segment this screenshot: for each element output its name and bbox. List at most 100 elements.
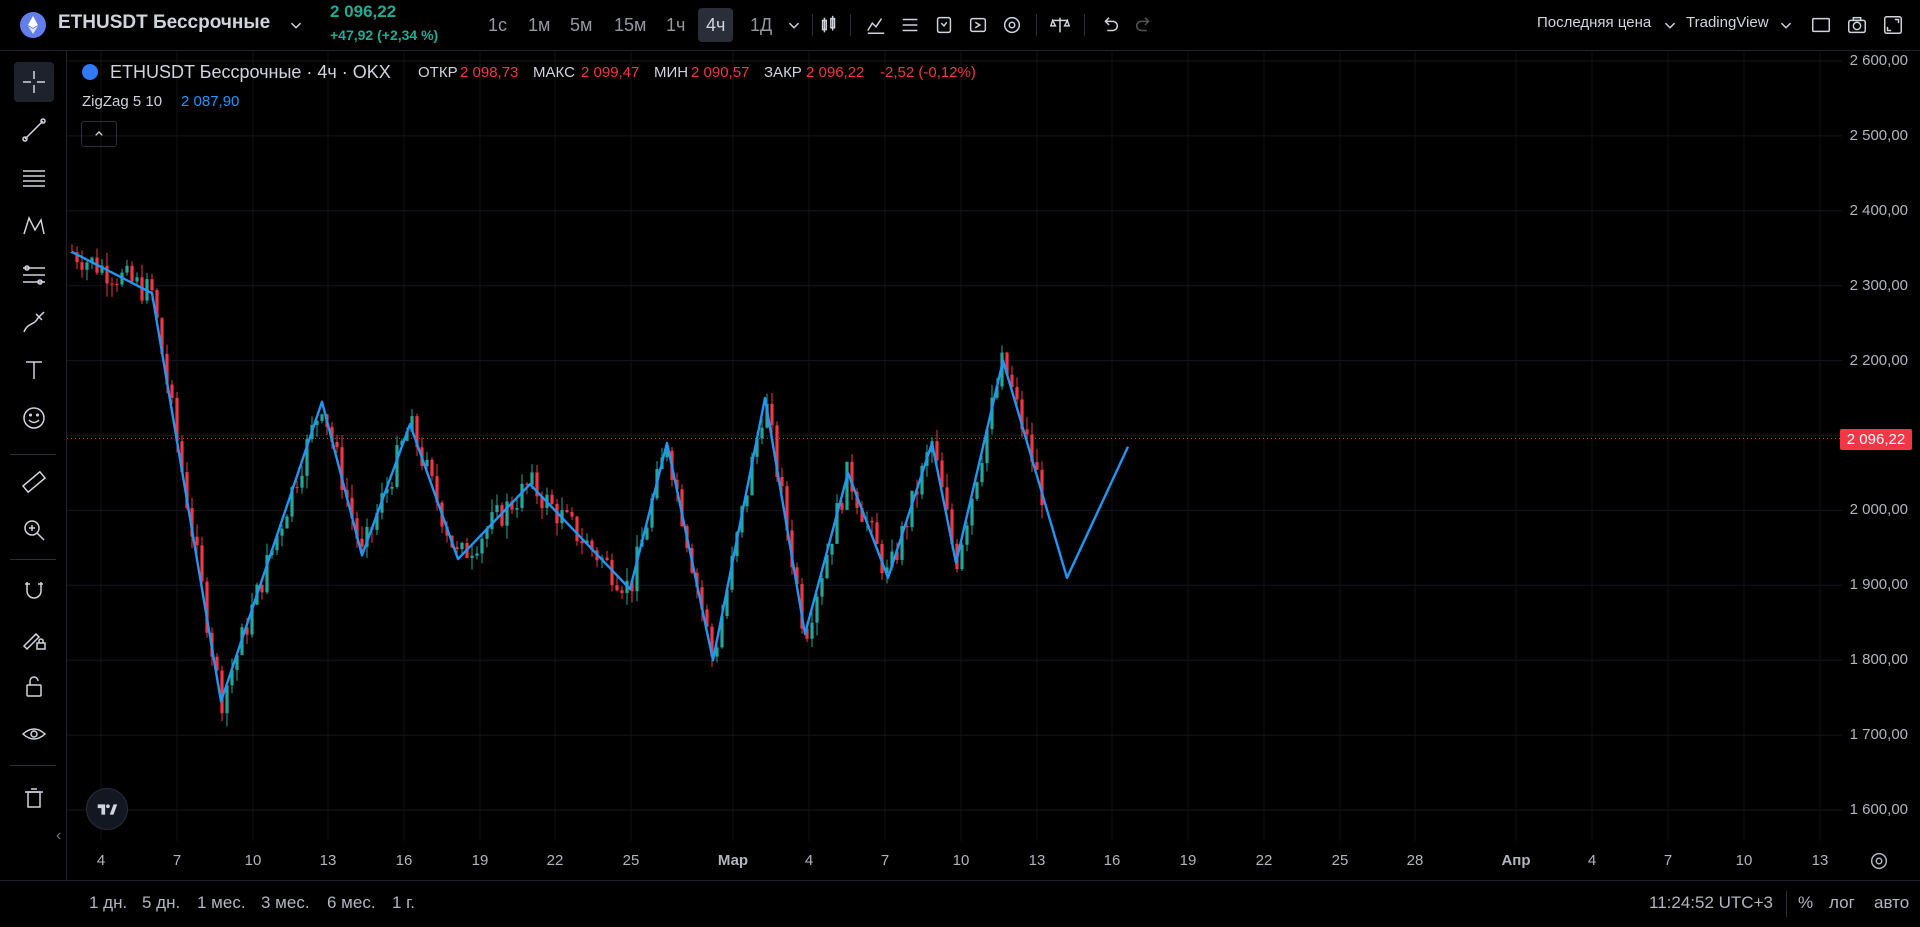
candle-body [415, 416, 419, 448]
candle-body [605, 557, 609, 561]
candle-body [235, 654, 239, 671]
candle-body [190, 508, 194, 537]
candle-body [570, 512, 574, 517]
zoom-icon[interactable] [14, 510, 54, 550]
alert-icon[interactable] [930, 11, 958, 39]
range-1y[interactable]: 1 г. [392, 893, 416, 912]
provider-chevron-down-icon[interactable] [1772, 11, 1800, 39]
ruler-icon[interactable] [14, 462, 54, 502]
lock-icon[interactable] [14, 666, 54, 706]
symbol-legend-logo-icon [82, 64, 98, 80]
candle-body [840, 503, 844, 510]
candle-body [430, 459, 434, 477]
candle-body [585, 540, 589, 544]
symbol-name[interactable]: ETHUSDT Бессрочные [58, 12, 271, 33]
percent-toggle[interactable]: % [1798, 893, 1814, 912]
trendline-icon[interactable] [14, 110, 54, 150]
legend-open-label: ОТКР [418, 64, 458, 81]
range-6m[interactable]: 6 мес. [327, 893, 376, 912]
candle-body [650, 498, 654, 528]
trash-icon[interactable] [14, 778, 54, 818]
time-axis[interactable]: 4 7 10 13 16 19 22 25 Мар 4 7 10 13 16 19 22 25 28 Апр 4 7 10… [0, 841, 1842, 879]
magnet-icon[interactable] [14, 570, 54, 610]
candle-body [500, 505, 504, 526]
eye-icon[interactable] [14, 714, 54, 754]
collapse-legend-chevron-up-icon[interactable] [81, 121, 117, 147]
candle-body [180, 441, 184, 473]
candle-body [890, 551, 894, 568]
range-3m[interactable]: 3 мес. [261, 893, 310, 912]
range-1m[interactable]: 1 мес. [197, 893, 246, 912]
prediction-icon[interactable] [14, 254, 54, 294]
price-axis[interactable]: 2 600,00 2 500,00 2 400,00 2 300,00 2 200,00… [1842, 51, 1920, 841]
candle-body [480, 538, 484, 554]
log-toggle[interactable]: лог [1829, 893, 1855, 912]
crosshair-icon[interactable] [14, 62, 54, 102]
interval-1d[interactable]: 1Д [750, 14, 773, 35]
candle-body [705, 609, 709, 627]
interval-15m[interactable]: 15м [614, 14, 647, 35]
interval-1h[interactable]: 1ч [666, 14, 686, 35]
interval-1s[interactable]: 1с [488, 14, 508, 35]
candle-body [360, 538, 364, 547]
templates-icon[interactable] [896, 11, 924, 39]
indicator-name[interactable]: ZigZag 5 10 [82, 93, 163, 110]
price-tick-label: 2 000,00 [1849, 501, 1908, 519]
price-source-select[interactable]: Последняя цена [1537, 14, 1652, 31]
candle-body [285, 516, 289, 529]
eth-logo-icon [20, 12, 46, 38]
candle-body [510, 501, 514, 510]
camera-snapshot-icon[interactable] [1843, 11, 1871, 39]
lock-drawing-icon[interactable] [14, 618, 54, 658]
range-5d[interactable]: 5 дн. [142, 893, 181, 912]
tradingview-logo-icon[interactable] [86, 788, 128, 830]
pattern-icon[interactable] [14, 206, 54, 246]
interval-4h[interactable]: 4ч [698, 8, 734, 42]
price-chart[interactable] [67, 51, 1842, 841]
candle-body [590, 540, 594, 551]
fullscreen-icon[interactable] [1879, 11, 1907, 39]
price-tick-label: 2 500,00 [1849, 126, 1908, 144]
candle-body [125, 265, 129, 273]
redo-icon[interactable] [1130, 11, 1158, 39]
compare-scales-icon[interactable] [1046, 11, 1074, 39]
replay-icon[interactable] [964, 11, 992, 39]
layout-window-icon[interactable] [1807, 11, 1835, 39]
interval-1m[interactable]: 1м [528, 14, 551, 35]
candle-body [1025, 429, 1029, 435]
emoji-icon[interactable] [14, 398, 54, 438]
time-tick-label: 10 [244, 852, 262, 869]
provider-select[interactable]: TradingView [1686, 14, 1769, 31]
time-tick-label: 28 [1406, 852, 1424, 869]
range-1d[interactable]: 1 дн. [89, 893, 128, 912]
candle-body [245, 627, 249, 635]
time-tick-label: 22 [546, 852, 564, 869]
symbol-chevron-down-icon[interactable] [282, 11, 310, 39]
legend-close-value: 2 096,22 [806, 64, 865, 81]
legend-title[interactable]: ETHUSDT Бессрочные · 4ч · OKX [110, 62, 391, 82]
collapse-toolbar-chevron-icon[interactable]: ‹ [56, 827, 62, 844]
candle-body [900, 526, 904, 560]
candles-icon[interactable] [815, 11, 843, 39]
price-source-chevron-down-icon[interactable] [1656, 11, 1684, 39]
candle-body [375, 512, 379, 530]
interval-5m[interactable]: 5м [570, 14, 593, 35]
candle-body [985, 429, 989, 464]
fib-icon[interactable] [14, 158, 54, 198]
candle-body [1005, 352, 1009, 375]
candle-body [885, 567, 889, 574]
auto-toggle[interactable]: авто [1874, 893, 1910, 912]
indicators-icon[interactable] [862, 11, 890, 39]
intervals-chevron-down-icon[interactable] [780, 11, 808, 39]
legend-high-label: МАКС [533, 64, 575, 81]
candle-body [195, 536, 199, 546]
undo-icon[interactable] [1096, 11, 1124, 39]
candle-body [395, 445, 399, 487]
candle-body [275, 535, 279, 551]
axis-settings-gear-icon[interactable] [1868, 850, 1892, 874]
brush-icon[interactable] [14, 302, 54, 342]
settings-gear-icon[interactable] [998, 11, 1026, 39]
candle-body [525, 483, 529, 485]
clock[interactable]: 11:24:52 UTC+3 [1649, 893, 1773, 912]
text-icon[interactable] [14, 350, 54, 390]
